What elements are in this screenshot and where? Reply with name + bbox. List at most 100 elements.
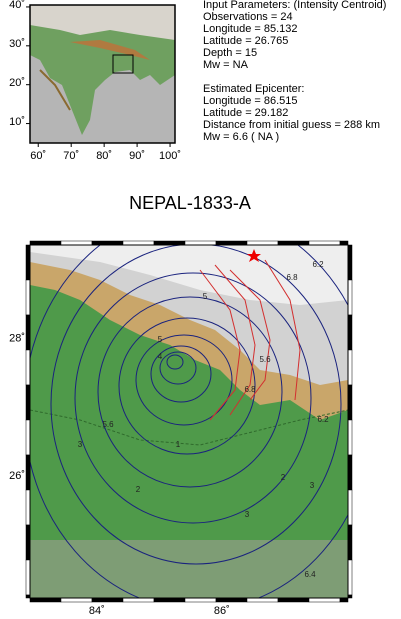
frame-segment	[347, 524, 353, 561]
frame-segment	[122, 240, 155, 246]
frame-segment	[60, 597, 93, 603]
contour-label: 3	[245, 510, 250, 519]
contour-label: 6.2	[317, 415, 329, 424]
intensity-contour	[150, 345, 212, 403]
x-tick-label: 86˚	[214, 605, 230, 617]
frame-segment	[25, 419, 31, 456]
x-tick-label: 80˚	[96, 150, 112, 162]
frame-segment	[339, 597, 349, 603]
intensity-contour	[135, 334, 233, 426]
epicenter-contour	[229, 269, 271, 401]
x-tick-label: 90˚	[129, 150, 145, 162]
contour-label: 3	[310, 481, 315, 490]
frame-segment	[184, 597, 217, 603]
contour-label: 2	[281, 473, 286, 482]
frame-segment	[25, 314, 31, 351]
x-tick-label: 60˚	[30, 150, 46, 162]
contour-label: 6.8	[244, 385, 256, 394]
intensity-contour	[159, 351, 197, 385]
frame-segment	[277, 240, 310, 246]
epicenter-contour	[214, 264, 256, 416]
frame-segment	[25, 454, 31, 491]
contour-label: 5	[203, 292, 208, 301]
contour-label: 5	[158, 335, 163, 344]
frame-segment	[246, 240, 279, 246]
frame-segment	[215, 597, 248, 603]
input-line: Mw = NA	[203, 59, 249, 71]
title: NEPAL-1833-A	[129, 193, 251, 213]
frame-segment	[25, 384, 31, 421]
contour-label: 6.8	[286, 273, 298, 282]
frame-segment	[277, 597, 310, 603]
input-line: Longitude = 85.132	[203, 23, 298, 35]
frame-segment	[215, 240, 248, 246]
y-tick-label: 20˚	[9, 77, 25, 89]
frame-segment	[184, 240, 217, 246]
intensity-contour	[97, 296, 283, 488]
x-tick-label: 70˚	[63, 150, 79, 162]
y-tick-label: 10˚	[9, 116, 25, 128]
frame-segment	[29, 597, 62, 603]
frame-segment	[347, 349, 353, 386]
contour-label: 6.4	[304, 570, 316, 579]
frame-segment	[308, 240, 341, 246]
x-tick-label: 84˚	[89, 605, 105, 617]
frame-segment	[347, 419, 353, 456]
y-tick-label: 26˚	[9, 470, 25, 482]
frame-segment	[29, 240, 62, 246]
inset-map: 60˚ 70˚ 80˚ 90˚ 100˚ 10˚ 20˚ 30˚ 40˚	[9, 0, 181, 162]
input-heading: Input Parameters: (Intensity Centroid)	[203, 0, 386, 11]
frame-segment	[347, 489, 353, 526]
input-line: Depth = 15	[203, 47, 257, 59]
frame-segment	[308, 597, 341, 603]
epicenter-star	[247, 249, 261, 262]
y-tick-label: 30˚	[9, 38, 25, 50]
contour-label: 5.6	[102, 420, 114, 429]
epicenter-line: Latitude = 29.182	[203, 107, 288, 119]
frame-segment	[339, 240, 349, 246]
frame-segment	[246, 597, 279, 603]
input-line: Latitude = 26.765	[203, 35, 288, 47]
intensity-contour	[50, 245, 342, 565]
main-map: 1 2 2 3 3 3 4 5 5 5.6 5.6 6.2 6.2 6.4 6.8 6.8 84˚ 86˚ 26˚…	[9, 240, 353, 617]
input-line: Observations = 24	[203, 11, 293, 23]
y-tick-label: 40˚	[9, 0, 25, 11]
frame-segment	[153, 240, 186, 246]
epicenter-line: Mw = 6.6 ( NA )	[203, 131, 279, 143]
info-text: Input Parameters: (Intensity Centroid) O…	[203, 0, 386, 143]
frame-segment	[347, 559, 353, 596]
contour-label: 3	[78, 440, 83, 449]
y-tick-label: 28˚	[9, 332, 25, 344]
frame-segment	[347, 244, 353, 281]
contour-label: 4	[158, 352, 163, 361]
contour-label: 5.6	[259, 355, 271, 364]
frame-segment	[25, 244, 31, 281]
intensity-contour	[74, 272, 312, 524]
intensity-contour	[118, 317, 256, 455]
frame-segment	[25, 524, 31, 561]
contour-label: 2	[136, 485, 141, 494]
frame-segment	[347, 594, 353, 599]
frame-segment	[60, 240, 93, 246]
frame-segment	[347, 454, 353, 491]
x-tick-label: 100˚	[159, 150, 181, 162]
epicenter-line: Distance from initial guess = 288 km	[203, 119, 380, 131]
epicenter-contour	[199, 269, 241, 421]
frame-segment	[122, 597, 155, 603]
frame-segment	[347, 314, 353, 351]
frame-segment	[25, 594, 31, 599]
frame-segment	[25, 559, 31, 596]
contour-label: 6.2	[312, 260, 324, 269]
frame-segment	[25, 489, 31, 526]
frame-segment	[91, 240, 124, 246]
epicenter-line: Longitude = 86.515	[203, 95, 298, 107]
frame-segment	[153, 597, 186, 603]
frame-segment	[25, 279, 31, 316]
frame-segment	[25, 349, 31, 386]
frame-segment	[347, 279, 353, 316]
contour-label: 1	[176, 440, 181, 449]
intensity-contour	[166, 354, 184, 370]
epicenter-heading: Estimated Epicenter:	[203, 83, 305, 95]
frame-segment	[347, 384, 353, 421]
